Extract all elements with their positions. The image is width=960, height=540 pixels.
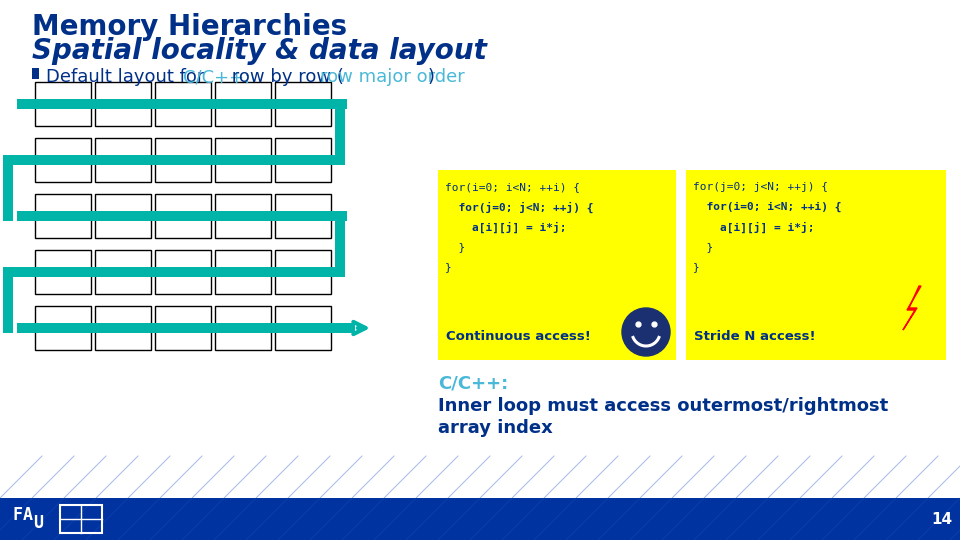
Text: Continuous access!: Continuous access! <box>446 330 590 343</box>
Bar <box>155 306 211 350</box>
Text: A: A <box>23 506 33 524</box>
Text: }: } <box>693 262 700 272</box>
Text: a[i][j] = i*j;: a[i][j] = i*j; <box>445 222 566 233</box>
Bar <box>275 82 331 126</box>
Text: U: U <box>33 514 43 532</box>
Text: [0][0]: [0][0] <box>47 99 79 109</box>
Bar <box>0 498 960 540</box>
Text: for(i=0; i<N; ++i) {: for(i=0; i<N; ++i) { <box>445 182 580 192</box>
Bar <box>35 194 91 238</box>
Text: array index: array index <box>438 419 553 437</box>
Text: [4][0]: [4][0] <box>47 323 79 333</box>
Bar <box>60 505 102 533</box>
Bar <box>275 194 331 238</box>
Text: [0][3]: [0][3] <box>227 99 259 109</box>
Text: F: F <box>13 506 23 524</box>
Bar <box>155 250 211 294</box>
Bar <box>215 306 271 350</box>
Bar <box>215 82 271 126</box>
Text: row major order: row major order <box>320 68 465 86</box>
Text: [4][2]: [4][2] <box>167 323 199 333</box>
Text: C/C++:: C/C++: <box>182 68 250 86</box>
Text: [2][2]: [2][2] <box>167 212 199 220</box>
Bar <box>155 138 211 182</box>
Circle shape <box>622 308 670 356</box>
Text: 14: 14 <box>931 511 952 526</box>
Text: [0][1]: [0][1] <box>107 99 139 109</box>
Text: [2][1]: [2][1] <box>107 212 139 220</box>
Bar <box>215 250 271 294</box>
Text: }: } <box>445 262 452 272</box>
Text: [1][0]: [1][0] <box>47 156 79 165</box>
Text: [0][4]: [0][4] <box>287 99 319 109</box>
Text: [4][4]: [4][4] <box>287 323 319 333</box>
FancyBboxPatch shape <box>17 99 347 109</box>
FancyBboxPatch shape <box>17 99 27 109</box>
Bar <box>215 138 271 182</box>
FancyBboxPatch shape <box>3 267 13 333</box>
Bar <box>95 250 151 294</box>
Text: [1][1]: [1][1] <box>107 156 139 165</box>
Text: [1][4]: [1][4] <box>287 156 319 165</box>
Bar <box>35 306 91 350</box>
Text: [0][2]: [0][2] <box>167 99 199 109</box>
Bar <box>155 194 211 238</box>
Text: [1][3]: [1][3] <box>227 156 259 165</box>
Text: [3][4]: [3][4] <box>287 267 319 276</box>
Bar <box>438 170 676 360</box>
Bar <box>275 306 331 350</box>
Text: ): ) <box>427 68 435 86</box>
Bar <box>155 82 211 126</box>
Bar <box>95 194 151 238</box>
Bar <box>95 306 151 350</box>
Text: for(i=0; i<N; ++i) {: for(i=0; i<N; ++i) { <box>693 202 842 212</box>
Text: Inner loop must access outermost/rightmost: Inner loop must access outermost/rightmo… <box>438 397 888 415</box>
FancyBboxPatch shape <box>335 211 345 277</box>
Text: [2][3]: [2][3] <box>227 212 259 220</box>
Text: [1][2]: [1][2] <box>167 156 199 165</box>
Bar <box>95 138 151 182</box>
Bar <box>275 138 331 182</box>
Text: Stride N access!: Stride N access! <box>694 330 816 343</box>
Text: [3][3]: [3][3] <box>227 267 259 276</box>
FancyBboxPatch shape <box>335 99 345 165</box>
Bar <box>275 250 331 294</box>
Text: [3][1]: [3][1] <box>107 267 139 276</box>
FancyBboxPatch shape <box>3 155 345 165</box>
Text: Spatial locality & data layout: Spatial locality & data layout <box>32 37 487 65</box>
Text: row by row (: row by row ( <box>226 68 344 86</box>
FancyBboxPatch shape <box>17 211 347 221</box>
Text: [3][2]: [3][2] <box>167 267 199 276</box>
FancyBboxPatch shape <box>3 267 345 277</box>
Text: [2][4]: [2][4] <box>287 212 319 220</box>
Bar <box>35 250 91 294</box>
Text: C/C++:: C/C++: <box>438 375 508 393</box>
Text: }: } <box>693 242 713 252</box>
Bar <box>32 68 39 79</box>
Text: Memory Hierarchies: Memory Hierarchies <box>32 13 348 41</box>
Bar <box>95 82 151 126</box>
Text: }: } <box>445 242 466 252</box>
FancyBboxPatch shape <box>3 155 13 221</box>
Text: [2][0]: [2][0] <box>47 212 79 220</box>
Text: [3][0]: [3][0] <box>47 267 79 276</box>
Text: [4][3]: [4][3] <box>227 323 259 333</box>
Text: a[i][j] = i*j;: a[i][j] = i*j; <box>693 222 814 233</box>
Bar <box>35 138 91 182</box>
FancyBboxPatch shape <box>17 323 355 333</box>
Bar <box>35 82 91 126</box>
Bar <box>686 170 946 360</box>
Text: for(j=0; j<N; ++j) {: for(j=0; j<N; ++j) { <box>693 182 828 192</box>
Bar <box>215 194 271 238</box>
Text: Default layout for: Default layout for <box>46 68 210 86</box>
Text: [4][1]: [4][1] <box>107 323 139 333</box>
Text: for(j=0; j<N; ++j) {: for(j=0; j<N; ++j) { <box>445 202 593 213</box>
Polygon shape <box>903 286 921 330</box>
